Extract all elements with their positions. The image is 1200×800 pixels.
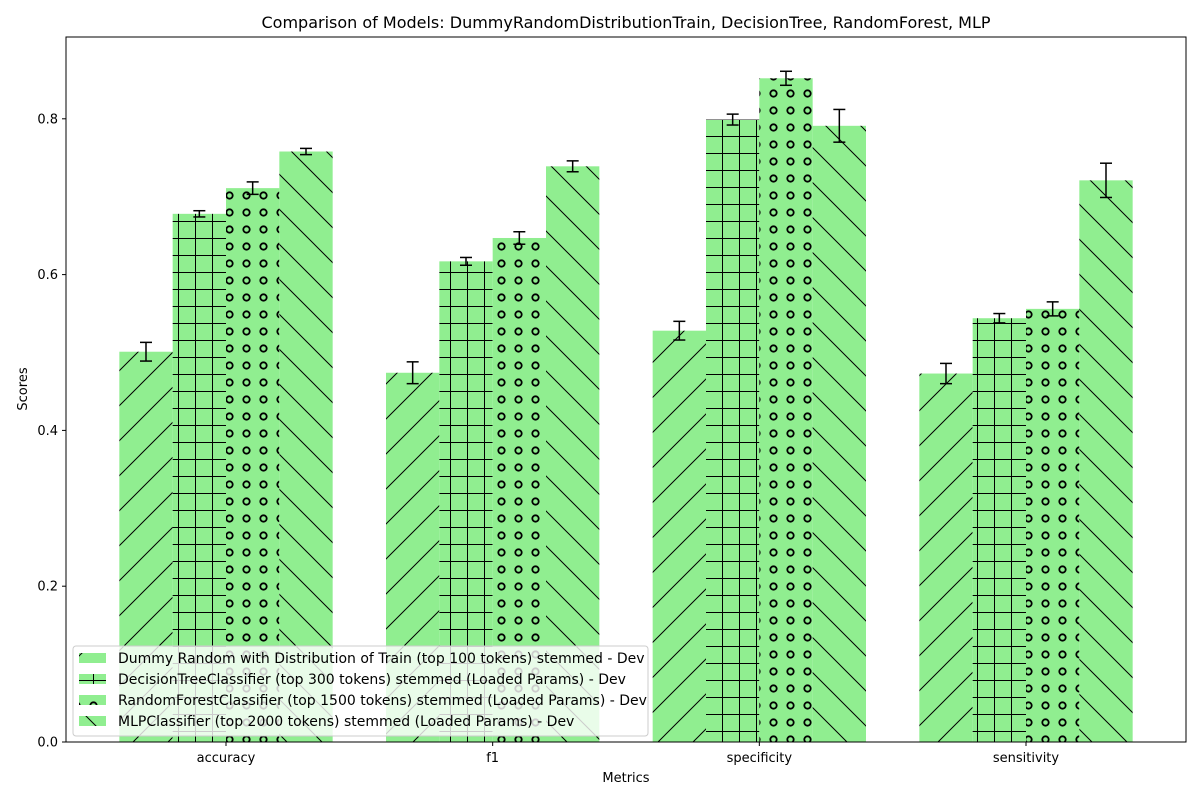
legend: Dummy Random with Distribution of Train … (72, 645, 649, 737)
error-bar (300, 147, 312, 156)
x-tick-label: sensitivity (993, 751, 1060, 766)
y-tick-label: 0.4 (37, 424, 58, 439)
legend-swatch (79, 674, 106, 684)
error-bars-layer (140, 70, 1112, 385)
x-tick-label: specificity (727, 751, 793, 766)
error-bar (566, 160, 579, 173)
error-bar (1100, 162, 1112, 199)
y-tick-label: 0.2 (37, 580, 58, 595)
legend-swatch (79, 653, 106, 663)
plot-frame (65, 36, 1187, 743)
error-bar (993, 312, 1006, 324)
bar (759, 78, 813, 742)
bar (1079, 180, 1133, 742)
error-bar (140, 341, 152, 362)
bar (1026, 308, 1080, 742)
error-bar (673, 320, 686, 341)
legend-entry: Dummy Random with Distribution of Train … (79, 651, 645, 667)
error-bar (726, 113, 739, 126)
error-bar (193, 209, 206, 218)
bar (279, 151, 333, 743)
error-bar (460, 256, 472, 266)
chart-title: Comparison of Models: DummyRandomDistrib… (262, 13, 991, 32)
x-axis-label: Metrics (602, 771, 649, 786)
bar (706, 119, 760, 742)
y-tick-label: 0.8 (37, 112, 58, 127)
legend-label: Dummy Random with Distribution of Train … (118, 651, 645, 667)
y-axis: 0.0 0.2 0.4 0.6 0.8 (37, 112, 66, 751)
legend-swatch (79, 695, 106, 705)
legend-entry: RandomForestClassifier (top 1500 tokens)… (79, 693, 647, 709)
legend-label: DecisionTreeClassifier (top 300 tokens) … (118, 672, 626, 688)
bars-layer (119, 78, 1133, 743)
y-tick-label: 0.0 (37, 736, 58, 751)
bar (652, 330, 706, 742)
error-bar (513, 231, 526, 245)
error-bar (833, 108, 846, 143)
error-bar (780, 70, 792, 87)
x-tick-label: f1 (486, 751, 499, 766)
legend-entry: MLPClassifier (top 2000 tokens) stemmed … (79, 714, 574, 730)
x-tick-label: accuracy (197, 751, 256, 766)
legend-swatch (79, 716, 106, 726)
error-bar (1046, 301, 1059, 317)
legend-entry: DecisionTreeClassifier (top 300 tokens) … (79, 672, 626, 688)
x-axis: accuracy f1 specificity sensitivity (197, 742, 1060, 766)
bar (812, 125, 866, 742)
error-bar (246, 181, 259, 196)
error-bar (940, 362, 952, 385)
error-bar (406, 361, 419, 385)
legend-box (72, 645, 649, 737)
bar (972, 318, 1026, 742)
legend-label: MLPClassifier (top 2000 tokens) stemmed … (118, 714, 574, 730)
bar (919, 373, 973, 742)
legend-label: RandomForestClassifier (top 1500 tokens)… (118, 693, 647, 709)
y-axis-label: Scores (16, 367, 31, 410)
y-tick-label: 0.6 (37, 268, 58, 283)
